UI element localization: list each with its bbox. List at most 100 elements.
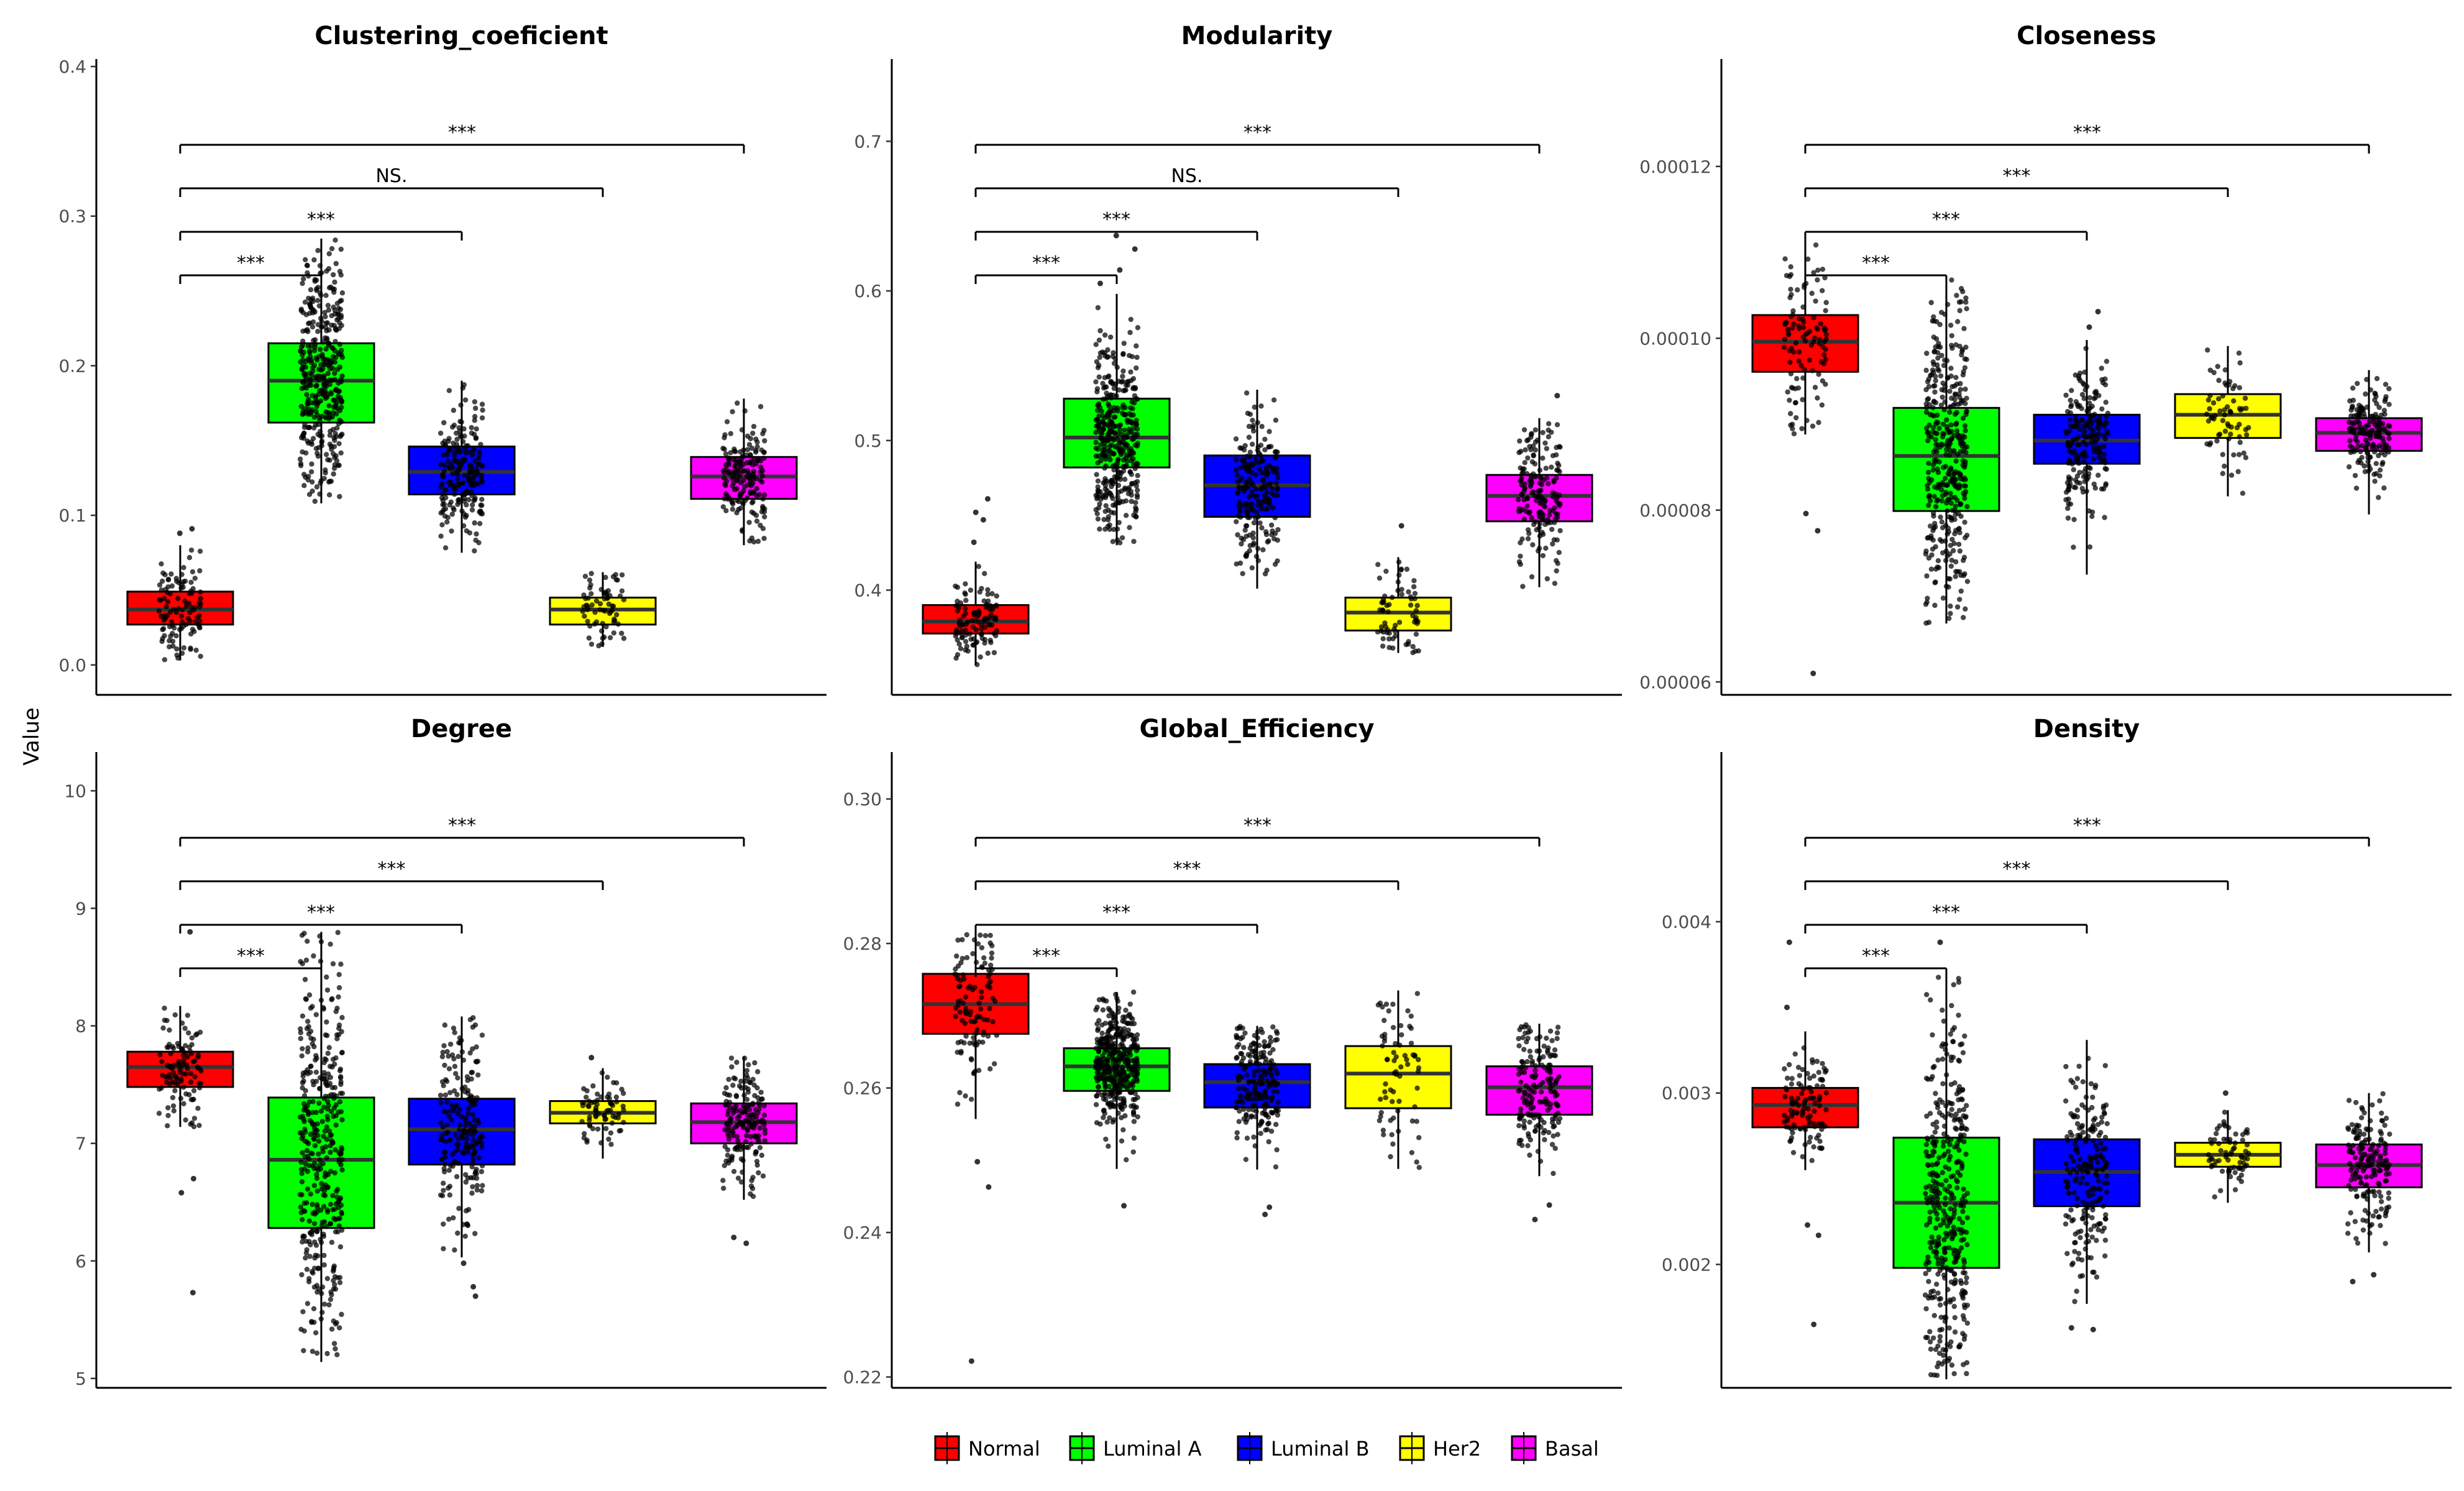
data-point xyxy=(311,1122,316,1127)
data-point xyxy=(1106,1101,1111,1106)
data-point xyxy=(470,1047,475,1052)
data-point xyxy=(464,1115,469,1120)
data-point xyxy=(753,449,758,454)
data-point xyxy=(1094,1021,1099,1026)
data-point xyxy=(478,442,483,447)
data-point xyxy=(321,1234,326,1239)
data-point xyxy=(2220,393,2225,398)
y-tick-label: 0.4 xyxy=(854,580,882,601)
data-point xyxy=(195,1106,200,1111)
data-point xyxy=(441,1188,446,1193)
data-point xyxy=(2375,445,2379,450)
data-point xyxy=(2075,455,2080,460)
data-point xyxy=(743,408,748,413)
data-point xyxy=(1128,1001,1133,1006)
data-point xyxy=(2363,469,2368,474)
data-point xyxy=(1810,424,1815,429)
data-point xyxy=(332,1170,337,1175)
data-point xyxy=(1234,1099,1239,1104)
data-point xyxy=(1263,1112,1268,1117)
data-point xyxy=(1542,441,1547,446)
data-point xyxy=(1409,1014,1414,1019)
data-point xyxy=(1414,631,1419,636)
data-point xyxy=(469,482,474,487)
data-point xyxy=(1411,578,1416,583)
data-point xyxy=(332,360,337,365)
data-point xyxy=(2102,515,2107,520)
data-point xyxy=(1121,1101,1126,1106)
data-point xyxy=(1939,487,1944,492)
data-point xyxy=(338,395,343,400)
data-point xyxy=(441,473,446,478)
data-point xyxy=(305,1267,309,1272)
data-point xyxy=(1095,1028,1100,1033)
data-point xyxy=(301,408,306,413)
data-point xyxy=(1096,363,1101,368)
outlier-point xyxy=(191,1176,196,1181)
data-point xyxy=(1924,574,1929,579)
data-point xyxy=(463,1123,468,1128)
data-point xyxy=(1135,488,1140,493)
data-point xyxy=(1258,452,1263,457)
data-point xyxy=(315,1253,320,1258)
data-point xyxy=(158,561,163,566)
data-point xyxy=(614,612,619,617)
data-point xyxy=(2104,481,2109,486)
data-point xyxy=(480,408,485,413)
data-point xyxy=(2347,464,2352,469)
data-point xyxy=(1965,579,1970,584)
data-point xyxy=(969,1057,974,1062)
data-point xyxy=(459,434,464,439)
data-point xyxy=(1133,500,1138,505)
data-point xyxy=(1816,372,1821,377)
data-point xyxy=(1096,1085,1101,1090)
data-point xyxy=(1936,426,1941,431)
data-point xyxy=(1127,353,1132,358)
data-point xyxy=(1265,539,1270,544)
data-point xyxy=(1111,1066,1115,1071)
data-point xyxy=(1108,334,1113,339)
data-point xyxy=(305,1186,310,1191)
data-point xyxy=(301,277,306,282)
data-point xyxy=(1094,1102,1099,1107)
data-point xyxy=(460,456,465,461)
data-point xyxy=(1102,375,1107,380)
data-point xyxy=(1266,482,1271,487)
data-point xyxy=(1958,308,1962,313)
data-point xyxy=(300,1053,305,1058)
data-point xyxy=(609,1101,614,1106)
data-point xyxy=(1940,493,1945,498)
data-point xyxy=(440,1054,445,1059)
data-point xyxy=(339,374,344,378)
data-point xyxy=(1250,1079,1255,1084)
data-point xyxy=(746,1062,751,1067)
data-point xyxy=(1381,1018,1386,1023)
data-point xyxy=(313,278,318,283)
data-point xyxy=(165,1105,170,1110)
data-point xyxy=(748,1142,753,1147)
data-point xyxy=(1127,1021,1132,1025)
data-point xyxy=(1959,589,1964,594)
data-point xyxy=(1795,287,1800,292)
data-point xyxy=(323,1170,327,1175)
data-point xyxy=(326,1094,331,1099)
data-point xyxy=(1962,387,1967,392)
data-point xyxy=(1546,428,1550,433)
data-point xyxy=(1954,498,1959,503)
data-point xyxy=(1388,1154,1393,1159)
data-point xyxy=(1791,349,1796,354)
data-point xyxy=(1276,1099,1281,1104)
data-point xyxy=(314,1351,319,1356)
data-point xyxy=(1926,503,1931,508)
data-point xyxy=(965,620,970,625)
data-point xyxy=(586,1104,591,1109)
data-point xyxy=(1258,403,1263,408)
y-tick-label: 0.3 xyxy=(58,206,86,227)
data-point xyxy=(1253,1144,1258,1149)
data-point xyxy=(1122,1026,1127,1031)
data-point xyxy=(1380,1044,1385,1048)
data-point xyxy=(320,1285,325,1290)
data-point xyxy=(1958,471,1962,476)
data-point xyxy=(461,1058,466,1063)
data-point xyxy=(325,1276,330,1281)
